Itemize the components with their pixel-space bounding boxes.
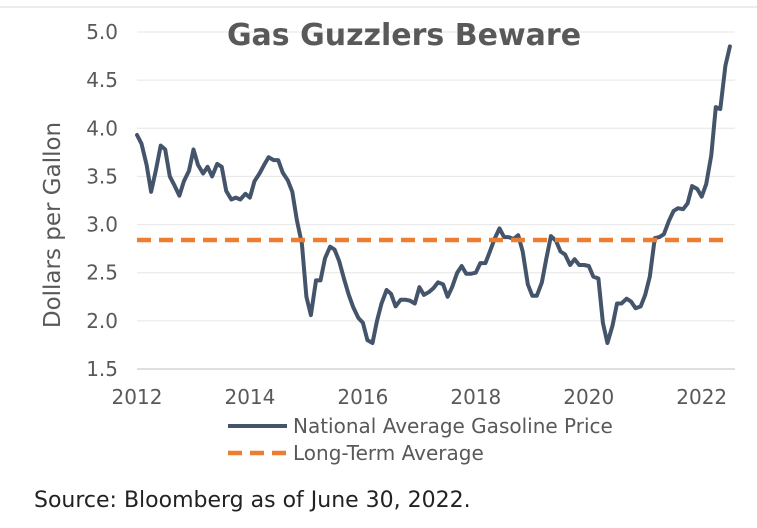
legend-label-gasoline-price: National Average Gasoline Price	[293, 414, 613, 438]
y-tick-label: 4.5	[86, 68, 118, 92]
y-axis-label: Dollars per Gallon	[40, 122, 66, 328]
legend-label-long-term-average: Long-Term Average	[293, 441, 484, 465]
gasoline-price-line	[135, 44, 732, 345]
chart-title: Gas Guzzlers Beware	[227, 18, 581, 53]
series-layer	[135, 44, 732, 345]
y-tick-label: 2.0	[86, 309, 118, 333]
y-tick-label: 3.0	[86, 213, 118, 237]
axes: 1.5 2.0 2.5 3.0 3.5 4.0 4.5 5.0 2012 2014 2016 2018…	[86, 20, 735, 409]
source-note: Source: Bloomberg as of June 30, 2022.	[34, 488, 471, 513]
x-tick-label: 2014	[224, 385, 275, 409]
y-tick-label: 5.0	[86, 20, 118, 44]
y-tick-label: 2.5	[86, 261, 118, 285]
y-tick-label: 1.5	[86, 357, 118, 381]
line-chart: 1.5 2.0 2.5 3.0 3.5 4.0 4.5 5.0 2012 2014 2016 2018…	[0, 6, 757, 465]
x-tick-label: 2020	[563, 385, 614, 409]
x-tick-label: 2018	[450, 385, 501, 409]
x-tick-label: 2022	[676, 385, 727, 409]
y-tick-label: 4.0	[86, 116, 118, 140]
x-tick-label: 2012	[112, 385, 163, 409]
y-tick-label: 3.5	[86, 164, 118, 188]
legend: National Average Gasoline Price Long-Term…	[228, 414, 613, 465]
x-tick-label: 2016	[337, 385, 388, 409]
